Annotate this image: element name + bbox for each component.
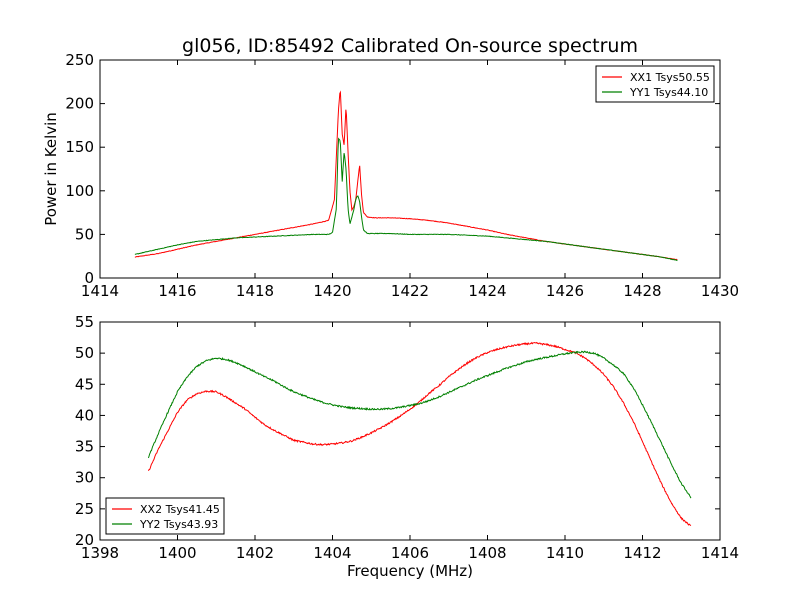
x-axis-label: Frequency (MHz) <box>347 562 473 580</box>
bottom-x-tick-label: 1414 <box>701 544 739 562</box>
top-x-tick-label: 1414 <box>81 282 119 300</box>
top-ticks-layer: 1414 1416 1418 1420 1422 1424 1426 1428 1430 0 50 1… <box>65 51 739 300</box>
top-x-tick-label: 1422 <box>391 282 429 300</box>
bottom-x-tick-label: 1410 <box>546 544 584 562</box>
top-y-tick-label: 50 <box>75 225 94 243</box>
top-x-tick-label: 1420 <box>313 282 351 300</box>
top-x-tick-label: 1418 <box>236 282 274 300</box>
bottom-series-1-line <box>147 341 692 526</box>
bottom-y-tick-label: 50 <box>75 344 94 362</box>
top-x-tick-label: 1424 <box>468 282 506 300</box>
bottom-ticks-layer: 1398 1400 1402 1404 1406 1408 1410 1412 1414 20 25… <box>75 313 739 562</box>
bottom-x-tick-label: 1400 <box>158 544 196 562</box>
top-series-layer <box>134 90 678 262</box>
top-y-tick-label: 100 <box>65 182 94 200</box>
bottom-legend: XX2 Tsys41.45 YY2 Tsys43.93 <box>105 497 225 535</box>
bottom-x-tick-label: 1402 <box>236 544 274 562</box>
chart-title: gl056, ID:85492 Calibrated On-source spe… <box>182 35 638 57</box>
bottom-y-tick-label: 55 <box>75 313 94 331</box>
bottom-legend-box <box>105 497 225 535</box>
top-legend-box <box>595 65 715 103</box>
bottom-x-tick-label: 1398 <box>81 544 119 562</box>
top-legend-label-2: YY1 Tsys44.10 <box>629 86 708 99</box>
top-y-tick-label: 200 <box>65 95 94 113</box>
bottom-x-tick-label: 1406 <box>391 544 429 562</box>
top-legend-label-1: XX1 Tsys50.55 <box>630 71 710 84</box>
top-y-axis-label: Power in Kelvin <box>42 112 60 226</box>
bottom-y-tick-label: 35 <box>75 438 94 456</box>
bottom-spectrum-panel: 1398 1400 1402 1404 1406 1408 1410 1412 1414 20 25… <box>75 313 739 580</box>
bottom-series-2-line <box>147 350 692 499</box>
bottom-x-tick-label: 1404 <box>313 544 351 562</box>
top-x-tick-label: 1430 <box>701 282 739 300</box>
bottom-legend-label-1: XX2 Tsys41.45 <box>140 503 220 516</box>
top-y-tick-label: 0 <box>84 269 94 287</box>
top-x-tick-label: 1428 <box>623 282 661 300</box>
bottom-legend-label-2: YY2 Tsys43.93 <box>139 518 218 531</box>
bottom-y-tick-label: 40 <box>75 406 94 424</box>
bottom-series-layer <box>147 341 692 526</box>
top-x-tick-label: 1416 <box>158 282 196 300</box>
bottom-y-tick-label: 20 <box>75 531 94 549</box>
bottom-y-tick-label: 25 <box>75 500 94 518</box>
bottom-y-tick-label: 30 <box>75 469 94 487</box>
top-legend: XX1 Tsys50.55 YY1 Tsys44.10 <box>595 65 715 103</box>
top-y-tick-label: 150 <box>65 138 94 156</box>
top-spectrum-panel: 1414 1416 1418 1420 1422 1424 1426 1428 1430 0 50 1… <box>42 51 739 300</box>
top-series-2-line <box>134 137 678 262</box>
bottom-y-tick-label: 45 <box>75 375 94 393</box>
top-y-tick-label: 250 <box>65 51 94 69</box>
bottom-x-tick-label: 1408 <box>468 544 506 562</box>
top-x-tick-label: 1426 <box>546 282 584 300</box>
bottom-x-tick-label: 1412 <box>623 544 661 562</box>
